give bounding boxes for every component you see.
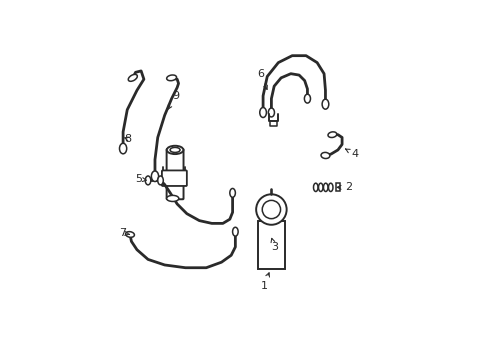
Ellipse shape <box>151 171 158 181</box>
Text: 6: 6 <box>256 69 267 90</box>
Ellipse shape <box>323 183 327 192</box>
Text: 4: 4 <box>345 149 357 159</box>
Ellipse shape <box>268 108 274 117</box>
Ellipse shape <box>158 176 163 185</box>
Ellipse shape <box>166 146 183 154</box>
Text: 8: 8 <box>124 134 131 144</box>
Ellipse shape <box>322 99 328 109</box>
Ellipse shape <box>321 152 329 158</box>
Ellipse shape <box>328 183 332 192</box>
Bar <box>335 184 340 191</box>
Ellipse shape <box>259 108 266 117</box>
FancyBboxPatch shape <box>166 149 183 199</box>
Ellipse shape <box>256 194 286 225</box>
Ellipse shape <box>262 201 280 219</box>
Ellipse shape <box>145 176 150 185</box>
Ellipse shape <box>170 148 180 152</box>
Ellipse shape <box>232 227 238 236</box>
Bar <box>257 221 285 269</box>
Text: 3: 3 <box>270 238 277 252</box>
Ellipse shape <box>125 231 134 237</box>
Ellipse shape <box>304 94 310 103</box>
Ellipse shape <box>229 188 235 197</box>
Text: 5: 5 <box>135 174 146 184</box>
Ellipse shape <box>128 75 137 81</box>
Text: 1: 1 <box>260 273 269 291</box>
Ellipse shape <box>166 75 176 81</box>
Ellipse shape <box>327 132 336 138</box>
Ellipse shape <box>318 183 323 192</box>
Text: 9: 9 <box>168 91 179 109</box>
Text: 7: 7 <box>119 228 129 238</box>
FancyBboxPatch shape <box>162 170 186 186</box>
Ellipse shape <box>166 195 179 202</box>
Ellipse shape <box>119 143 126 154</box>
Ellipse shape <box>313 183 317 192</box>
Text: 2: 2 <box>336 183 352 192</box>
